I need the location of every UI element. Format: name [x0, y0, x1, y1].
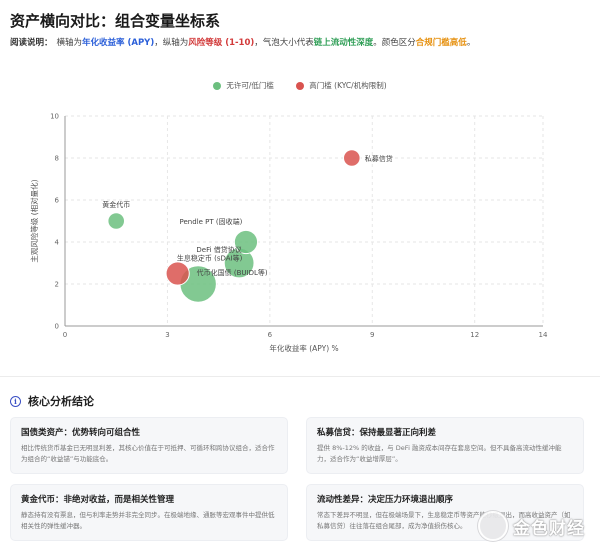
watermark: 金色财经	[478, 511, 585, 541]
bubble-label: 代币化国债 (BUIDL等)	[197, 268, 268, 277]
bubble-point	[165, 261, 190, 286]
x-tick-label: 14	[539, 331, 548, 339]
legend-label-high-threshold: 高门槛 (KYC/机构限制)	[309, 81, 387, 90]
legend-label-low-threshold: 无许可/低门槛	[226, 81, 274, 90]
page-title: 资产横向对比：组合变量坐标系	[10, 12, 221, 30]
reading-note-segment: 。颜色区分	[373, 38, 416, 48]
x-tick-label: 6	[268, 331, 273, 339]
legend-item-low-threshold[interactable]: 无许可/低门槛	[213, 80, 274, 91]
card-body: 提供 8%-12% 的收益，与 DeFi 融资成本间存在套息空间。但不具备高流动…	[317, 444, 562, 463]
reading-note-segment: ，气泡大小代表	[254, 38, 314, 48]
y-tick-label: 0	[55, 323, 59, 331]
card-title: 国债类资产：优势转向可组合性	[21, 428, 141, 438]
analysis-card-treasury: 国债类资产：优势转向可组合性 相比传统货币基金已无明显利差，其核心价值在于可抵押…	[10, 417, 288, 474]
watermark-logo-icon	[478, 511, 508, 541]
x-tick-label: 0	[63, 331, 67, 339]
bubble-label: Pendle PT (固收端)	[180, 217, 243, 226]
analysis-title-text: 核心分析结论	[28, 395, 94, 408]
bubble-label: DeFi 借贷协议	[196, 245, 241, 254]
legend-dot-low-threshold	[213, 81, 222, 90]
y-tick-label: 6	[55, 197, 60, 205]
bubble-label: 生息稳定币 (sDAI等)	[177, 254, 243, 263]
card-title: 黄金代币：非绝对收益，而是相关性管理	[21, 495, 175, 505]
bubble-label: 黄金代币	[102, 200, 130, 209]
legend-dot-high-threshold	[296, 81, 305, 90]
bubble-point	[233, 229, 259, 255]
bubble-label: 私募信贷	[365, 154, 393, 163]
reading-note-segment: ，纵轴为	[154, 38, 189, 48]
x-tick-label: 3	[165, 331, 169, 339]
reading-note-segment: 年化收益率 (APY)	[82, 38, 155, 48]
analysis-card-private-credit: 私募信贷：保持最显著正向利差 提供 8%-12% 的收益，与 DeFi 融资成本…	[306, 417, 584, 474]
y-tick-label: 10	[50, 113, 59, 121]
reading-note-segment: 合规门槛高低	[415, 38, 467, 48]
scatter-chart: 0 3 6 9 12 14 0 2 4 6 8 10 年化收益率 (APY) % 主观风险等级 (相对量化…	[29, 113, 548, 354]
x-tick-label: 9	[370, 331, 374, 339]
analysis-section-title: i 核心分析结论	[10, 393, 94, 409]
legend-item-high-threshold[interactable]: 高门槛 (KYC/机构限制)	[296, 80, 387, 91]
y-tick-label: 2	[55, 281, 59, 289]
y-tick-label: 4	[55, 239, 60, 247]
bubble-point	[343, 149, 361, 167]
analysis-card-gold: 黄金代币：非绝对收益，而是相关性管理 静态持有没有票息，但与利率走势并非完全同步…	[10, 484, 288, 541]
card-body: 相比传统货币基金已无明显利差，其核心价值在于可抵押、可循环和跨协议组合，适合作为…	[21, 444, 275, 463]
y-tick-label: 8	[55, 155, 59, 163]
x-axis-title: 年化收益率 (APY) %	[269, 343, 338, 353]
y-axis-title: 主观风险等级 (相对量化)	[29, 179, 39, 262]
reading-note: 阅读说明： 横轴为年化收益率 (APY)，纵轴为风险等级 (1-10)，气泡大小代…	[10, 36, 475, 48]
reading-note-segment: 风险等级 (1-10)	[188, 38, 255, 48]
info-icon: i	[10, 395, 21, 407]
x-tick-label: 12	[470, 331, 479, 339]
analysis-card-liquidity: 流动性差异：决定压力环境退出顺序 常态下差异不明显，但在极端场景下，生息稳定币等…	[306, 484, 584, 541]
reading-note-segment: 横轴为	[56, 38, 83, 48]
card-title: 私募信贷：保持最显著正向利差	[317, 428, 437, 438]
chart-legend: 无许可/低门槛 高门槛 (KYC/机构限制)	[0, 80, 600, 92]
card-title: 流动性差异：决定压力环境退出顺序	[317, 495, 454, 505]
reading-note-label: 阅读说明：	[10, 38, 53, 48]
card-body: 静态持有没有票息，但与利率走势并非完全同步。在极端地缘、通胀等宏观事件中提供低相…	[21, 511, 275, 530]
bubble-point	[107, 212, 126, 230]
reading-note-segment: 。	[466, 38, 476, 48]
card-body: 常态下差异不明显，但在极端场景下，生息稳定币等资产能秒级退出，而高收益资产（如私…	[317, 511, 571, 530]
watermark-text: 金色财经	[513, 518, 585, 539]
reading-note-segment: 链上流动性深度	[313, 38, 374, 48]
reading-note-text: 横轴为年化收益率 (APY)，纵轴为风险等级 (1-10)，气泡大小代表链上流动…	[57, 38, 476, 48]
section-divider	[0, 376, 600, 377]
